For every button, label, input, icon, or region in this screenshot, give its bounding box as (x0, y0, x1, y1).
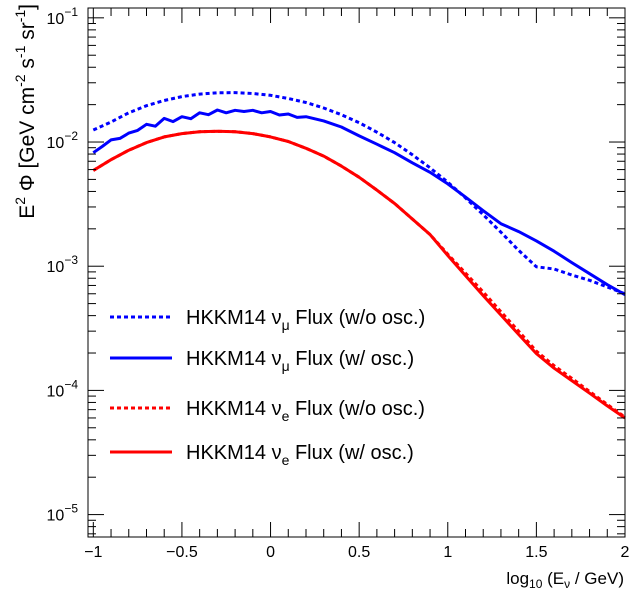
x-axis-title-rest: / GeV) (570, 569, 624, 588)
legend-entry-nu: ν (272, 307, 282, 329)
y-axis-title-sup-2: 2 (12, 197, 28, 205)
y-tick-label-exp: −5 (64, 502, 78, 516)
y-tick-label: 10−1 (47, 5, 79, 28)
legend-entry-flavor: μ (282, 358, 290, 374)
y-axis-title-close: ] (16, 4, 39, 10)
plot-frame (87, 7, 626, 538)
legend-entry: HKKM14 νμ Flux (w/o osc.) (186, 307, 425, 333)
y-tick-label-exp: −1 (64, 5, 78, 19)
y-tick-label-exp: −3 (64, 253, 78, 267)
x-axis-title-nu: ν (564, 577, 570, 591)
y-axis-title-s: s (16, 58, 39, 74)
y-tick-label-base: 10 (47, 135, 65, 152)
legend-entry-suffix: Flux (w/ osc.) (289, 442, 413, 464)
legend-entry-prefix: HKKM14 (186, 307, 272, 329)
legend-entry-prefix: HKKM14 (186, 348, 272, 370)
y-tick-label: 10−3 (47, 253, 79, 276)
legend-entry-nu: ν (272, 442, 282, 464)
legend-entry-suffix: Flux (w/o osc.) (290, 307, 426, 329)
legend-entry: HKKM14 νe Flux (w/o osc.) (186, 398, 425, 424)
y-tick-label-base: 10 (47, 508, 65, 525)
x-axis-title-open: (E (542, 569, 564, 588)
tick-labels: −1 −0.5 0 0.5 1 1.5 210−110−210−310−410−5 (47, 5, 629, 561)
legend-entry-flavor: μ (282, 317, 290, 333)
x-tick-label: −0.5 (166, 544, 198, 561)
legend-entry-suffix: Flux (w/ osc.) (290, 348, 414, 370)
x-tick-label: 1.5 (525, 544, 547, 561)
y-tick-label-base: 10 (47, 259, 65, 276)
y-axis-title-sup-m1a: -1 (12, 45, 28, 58)
x-tick-label: −1 (84, 544, 102, 561)
y-axis-title-phi: Φ [GeV cm (16, 87, 39, 197)
legend-entry-flavor: e (282, 408, 290, 424)
y-tick-label: 10−4 (47, 377, 79, 400)
x-tick-label: 1 (443, 544, 452, 561)
x-axis-title: log10 (Eν / GeV) (506, 569, 624, 591)
y-axis-title-sup-m1b: -1 (12, 10, 28, 23)
legend-entry-prefix: HKKM14 (186, 398, 272, 420)
y-axis-title-sup-m2: -2 (12, 74, 28, 87)
x-axis-title-sub: 10 (529, 577, 543, 591)
y-axis-title-E: E (16, 205, 39, 219)
y-tick-label-exp: −2 (64, 129, 78, 143)
x-axis-title-main: log (506, 569, 529, 588)
legend-entry-prefix: HKKM14 (186, 442, 272, 464)
ticks-layer (88, 8, 626, 537)
y-tick-label-base: 10 (47, 383, 65, 400)
x-tick-label: 0 (266, 544, 275, 561)
x-tick-label: 2 (621, 544, 629, 561)
y-tick-label: 10−5 (47, 502, 79, 525)
y-tick-label-exp: −4 (64, 377, 78, 391)
series-layer (92, 91, 626, 420)
legend: HKKM14 νμ Flux (w/o osc.)HKKM14 νμ Flux … (110, 307, 425, 468)
series-line-1 (92, 91, 626, 296)
series-line-4 (92, 129, 626, 420)
y-axis-title: E2 Φ [GeV cm-2 s-1 sr-1] (12, 4, 39, 219)
series-line-2 (92, 108, 626, 297)
legend-entry-suffix: Flux (w/o osc.) (289, 398, 425, 420)
legend-entry-nu: ν (272, 398, 282, 420)
x-tick-label: 0.5 (348, 544, 370, 561)
y-tick-label: 10−2 (47, 129, 79, 152)
y-tick-label-base: 10 (47, 11, 65, 28)
legend-entry-flavor: e (282, 452, 290, 468)
y-axis-title-sr: sr (16, 22, 39, 45)
legend-entry: HKKM14 νμ Flux (w/ osc.) (186, 348, 414, 374)
legend-entry: HKKM14 νe Flux (w/ osc.) (186, 442, 414, 468)
legend-entry-nu: ν (272, 348, 282, 370)
